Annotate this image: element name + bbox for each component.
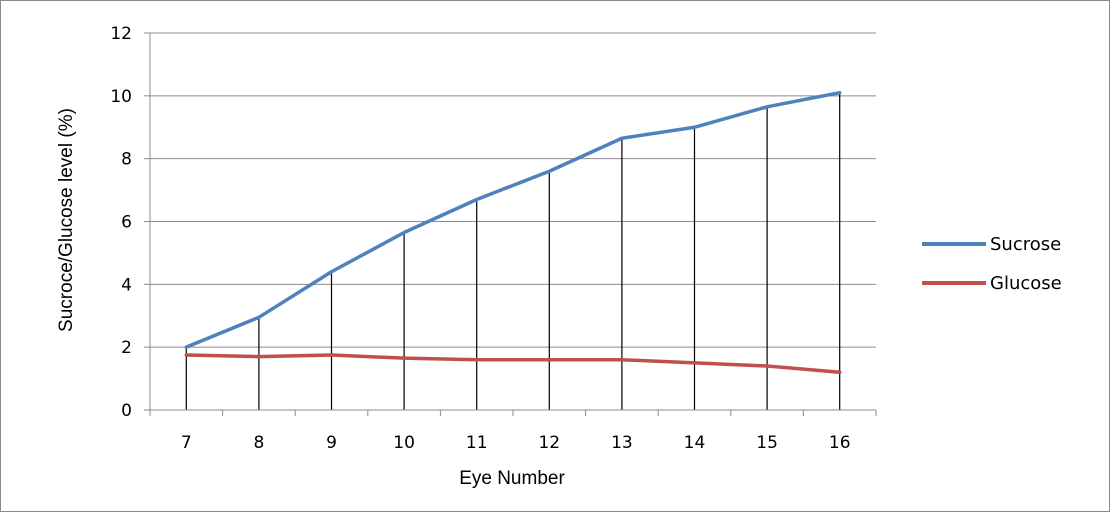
x-tick-label-13: 13 bbox=[611, 433, 633, 453]
legend-label-sucrose: Sucrose bbox=[990, 234, 1061, 255]
legend: Sucrose Glucose bbox=[922, 234, 1062, 294]
y-tick-label-2: 2 bbox=[121, 338, 132, 358]
y-tick-label-12: 12 bbox=[110, 24, 132, 44]
x-tick-label-16: 16 bbox=[829, 433, 851, 453]
x-tick-label-8: 8 bbox=[253, 433, 264, 453]
y-tick-label-8: 8 bbox=[121, 150, 132, 170]
y-tick-labels: 0 2 4 6 8 10 12 bbox=[110, 24, 132, 421]
series-line-sucrose bbox=[184, 90, 842, 349]
x-tick-label-15: 15 bbox=[756, 433, 778, 453]
x-tick-labels: 7 8 9 10 11 12 13 14 15 16 bbox=[181, 433, 851, 453]
x-tick-label-14: 14 bbox=[684, 433, 706, 453]
y-tick-label-6: 6 bbox=[121, 213, 132, 233]
drop-lines bbox=[185, 92, 841, 410]
x-tick-label-9: 9 bbox=[326, 433, 337, 453]
x-tick-label-10: 10 bbox=[393, 433, 415, 453]
legend-label-glucose: Glucose bbox=[990, 273, 1062, 294]
grid-lines bbox=[150, 32, 876, 348]
y-tick-label-0: 0 bbox=[121, 401, 132, 421]
series-line-glucose bbox=[184, 353, 842, 375]
series-lines bbox=[184, 90, 842, 375]
x-tick-label-11: 11 bbox=[466, 433, 488, 453]
x-axis-title: Eye Number bbox=[459, 468, 565, 489]
y-axis-title: Sucroce/Glucose level (%) bbox=[56, 108, 77, 332]
y-tick-label-10: 10 bbox=[110, 87, 132, 107]
x-tick-label-7: 7 bbox=[181, 433, 192, 453]
y-tick-label-4: 4 bbox=[121, 275, 132, 295]
axes bbox=[144, 32, 877, 416]
x-tick-label-12: 12 bbox=[538, 433, 560, 453]
